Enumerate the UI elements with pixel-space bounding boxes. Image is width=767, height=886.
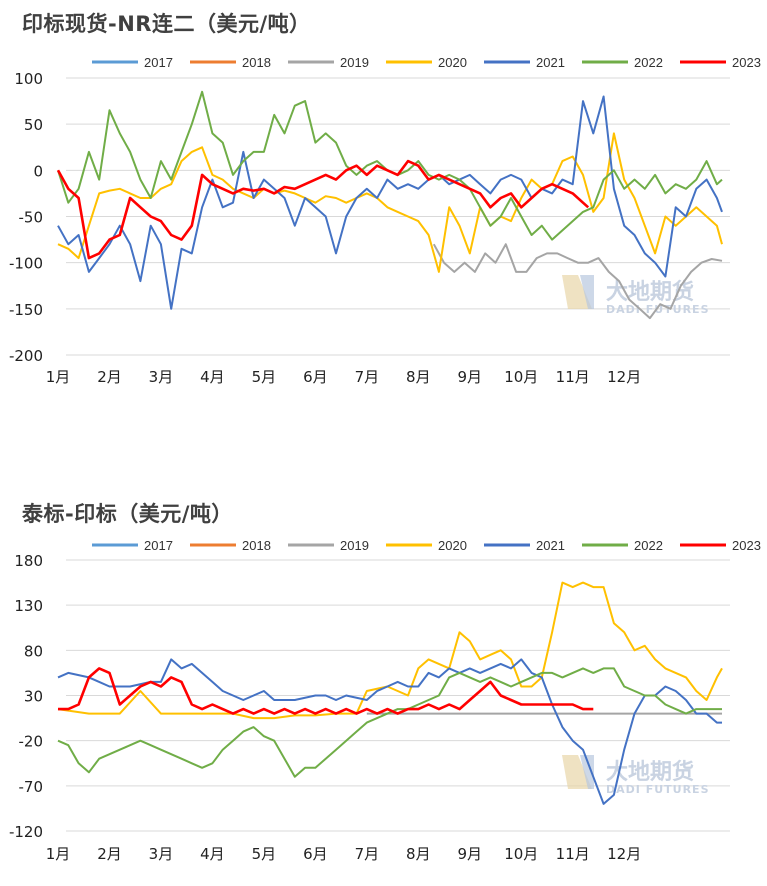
watermark-icon-accent xyxy=(580,755,594,789)
legend-label-2023: 2023 xyxy=(732,538,761,553)
legend-label-2020: 2020 xyxy=(438,538,467,553)
x-tick-label: 5月 xyxy=(252,845,277,863)
y-tick-label: -20 xyxy=(19,733,44,751)
x-tick-label: 2月 xyxy=(97,845,122,863)
legend-label-2022: 2022 xyxy=(634,55,663,70)
x-tick-label: 9月 xyxy=(458,368,483,386)
y-tick-label: -50 xyxy=(19,209,44,227)
x-tick-label: 1月 xyxy=(46,368,71,386)
series-line-2023 xyxy=(56,159,590,260)
legend-label-2020: 2020 xyxy=(438,55,467,70)
x-tick-label: 10月 xyxy=(504,368,538,386)
legend-label-2021: 2021 xyxy=(536,55,565,70)
legend-label-2022: 2022 xyxy=(634,538,663,553)
legend-label-2018: 2018 xyxy=(242,538,271,553)
x-tick-label: 12月 xyxy=(607,368,641,386)
watermark-name-en: DADI FUTURES xyxy=(606,303,710,316)
watermark-icon xyxy=(562,275,592,309)
legend-label-2019: 2019 xyxy=(340,55,369,70)
chart-panel-thai-indo-spread: 泰标-印标（美元/吨） 180 130 80 30 -20 -70 -120 1月 2月 3月 4月… xyxy=(0,490,767,886)
x-tick-label: 11月 xyxy=(556,845,590,863)
x-tick-label: 2月 xyxy=(97,368,122,386)
y-tick-label: 180 xyxy=(14,552,43,570)
x-tick-label: 3月 xyxy=(149,368,174,386)
chart-title: 泰标-印标（美元/吨） xyxy=(22,502,233,526)
legend-label-2019: 2019 xyxy=(340,538,369,553)
legend-label-2017: 2017 xyxy=(144,538,173,553)
series-line-2020 xyxy=(57,132,723,273)
series-line-2021 xyxy=(57,658,722,805)
series-line-2023 xyxy=(58,667,594,715)
chart-panel-spot-spread: 印标现货-NR连二（美元/吨） 100 50 0 -50 -100 -150 -200 1月 2… xyxy=(0,0,767,420)
x-tick-label: 5月 xyxy=(252,368,277,386)
y-tick-label: 100 xyxy=(14,70,43,88)
y-tick-label: -200 xyxy=(9,347,43,365)
series-line-2019 xyxy=(432,243,723,320)
x-tick-label: 7月 xyxy=(355,845,380,863)
y-tick-label: 0 xyxy=(33,162,43,180)
legend-label-2017: 2017 xyxy=(144,55,173,70)
y-tick-label: 130 xyxy=(14,597,43,615)
chart-title: 印标现货-NR连二（美元/吨） xyxy=(22,12,311,36)
x-tick-label: 4月 xyxy=(200,368,225,386)
y-tick-label: 30 xyxy=(24,688,43,706)
legend-label-2021: 2021 xyxy=(536,538,565,553)
x-tick-label: 4月 xyxy=(200,845,225,863)
watermark-icon xyxy=(562,755,592,789)
x-tick-label: 3月 xyxy=(149,845,174,863)
x-tick-label: 1月 xyxy=(46,845,71,863)
x-tick-label: 6月 xyxy=(303,845,328,863)
y-tick-label: 50 xyxy=(24,116,43,134)
x-tick-label: 8月 xyxy=(406,368,431,386)
x-tick-label: 11月 xyxy=(556,368,590,386)
y-tick-label: -100 xyxy=(9,255,43,273)
x-tick-label: 8月 xyxy=(406,845,431,863)
watermark-name-en: DADI FUTURES xyxy=(606,783,710,796)
legend-label-2023: 2023 xyxy=(732,55,761,70)
y-tick-label: -120 xyxy=(9,823,43,841)
series-line-2020 xyxy=(57,581,723,720)
series-line-2021 xyxy=(57,95,723,310)
x-tick-label: 10月 xyxy=(504,845,538,863)
y-tick-label: -150 xyxy=(9,301,43,319)
watermark-icon-accent xyxy=(580,275,594,309)
y-tick-label: -70 xyxy=(19,778,44,796)
legend-label-2018: 2018 xyxy=(242,55,271,70)
y-tick-label: 80 xyxy=(24,642,43,660)
x-tick-label: 9月 xyxy=(458,845,483,863)
x-tick-label: 7月 xyxy=(355,368,380,386)
x-tick-label: 6月 xyxy=(303,368,328,386)
x-tick-label: 12月 xyxy=(607,845,641,863)
